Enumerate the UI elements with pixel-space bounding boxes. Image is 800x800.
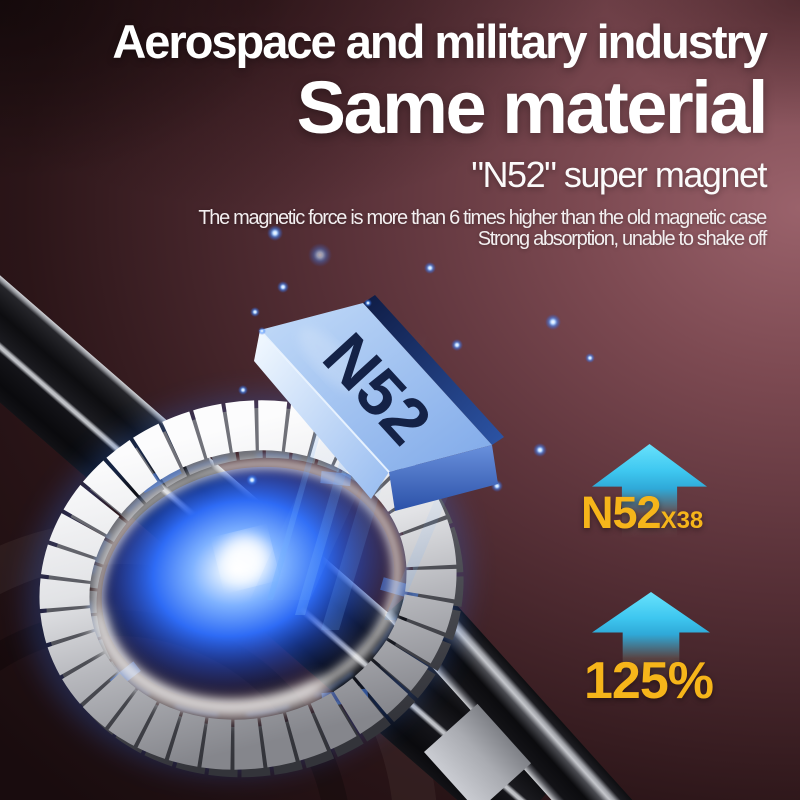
magnet-block-sheen (299, 327, 361, 393)
description-line1: The magnetic force is more than 6 times … (198, 206, 767, 229)
stat-magnet-grade-value: N52 (581, 487, 662, 538)
magnet-block-end-face (389, 445, 498, 511)
ring-core-hotspot (221, 534, 270, 583)
stat-strength-increase: 125% (584, 652, 714, 710)
magnet-block: N52 (254, 295, 504, 511)
description-line2: Strong absorption, unable to shake off (477, 227, 768, 250)
magnet-block-back-bevel (363, 295, 504, 445)
stat-magnet-grade: N52 X38 (581, 490, 703, 535)
description: The magnetic force is more than 6 times … (6, 206, 768, 250)
title-line2: Same material (296, 65, 769, 149)
magnet-ring (27, 395, 469, 778)
title-line1: Aerospace and military industry (112, 15, 768, 68)
ring-halo-bright-arc (86, 451, 410, 719)
header: Aerospace and military industry Same mat… (6, 15, 769, 250)
stat-magnet-grade-multiplier: X38 (660, 507, 704, 534)
subtitle: "N52" super magnet (471, 153, 767, 195)
magnet-block-edge-highlight (259, 329, 390, 473)
magnet-block-front-face (254, 330, 389, 499)
